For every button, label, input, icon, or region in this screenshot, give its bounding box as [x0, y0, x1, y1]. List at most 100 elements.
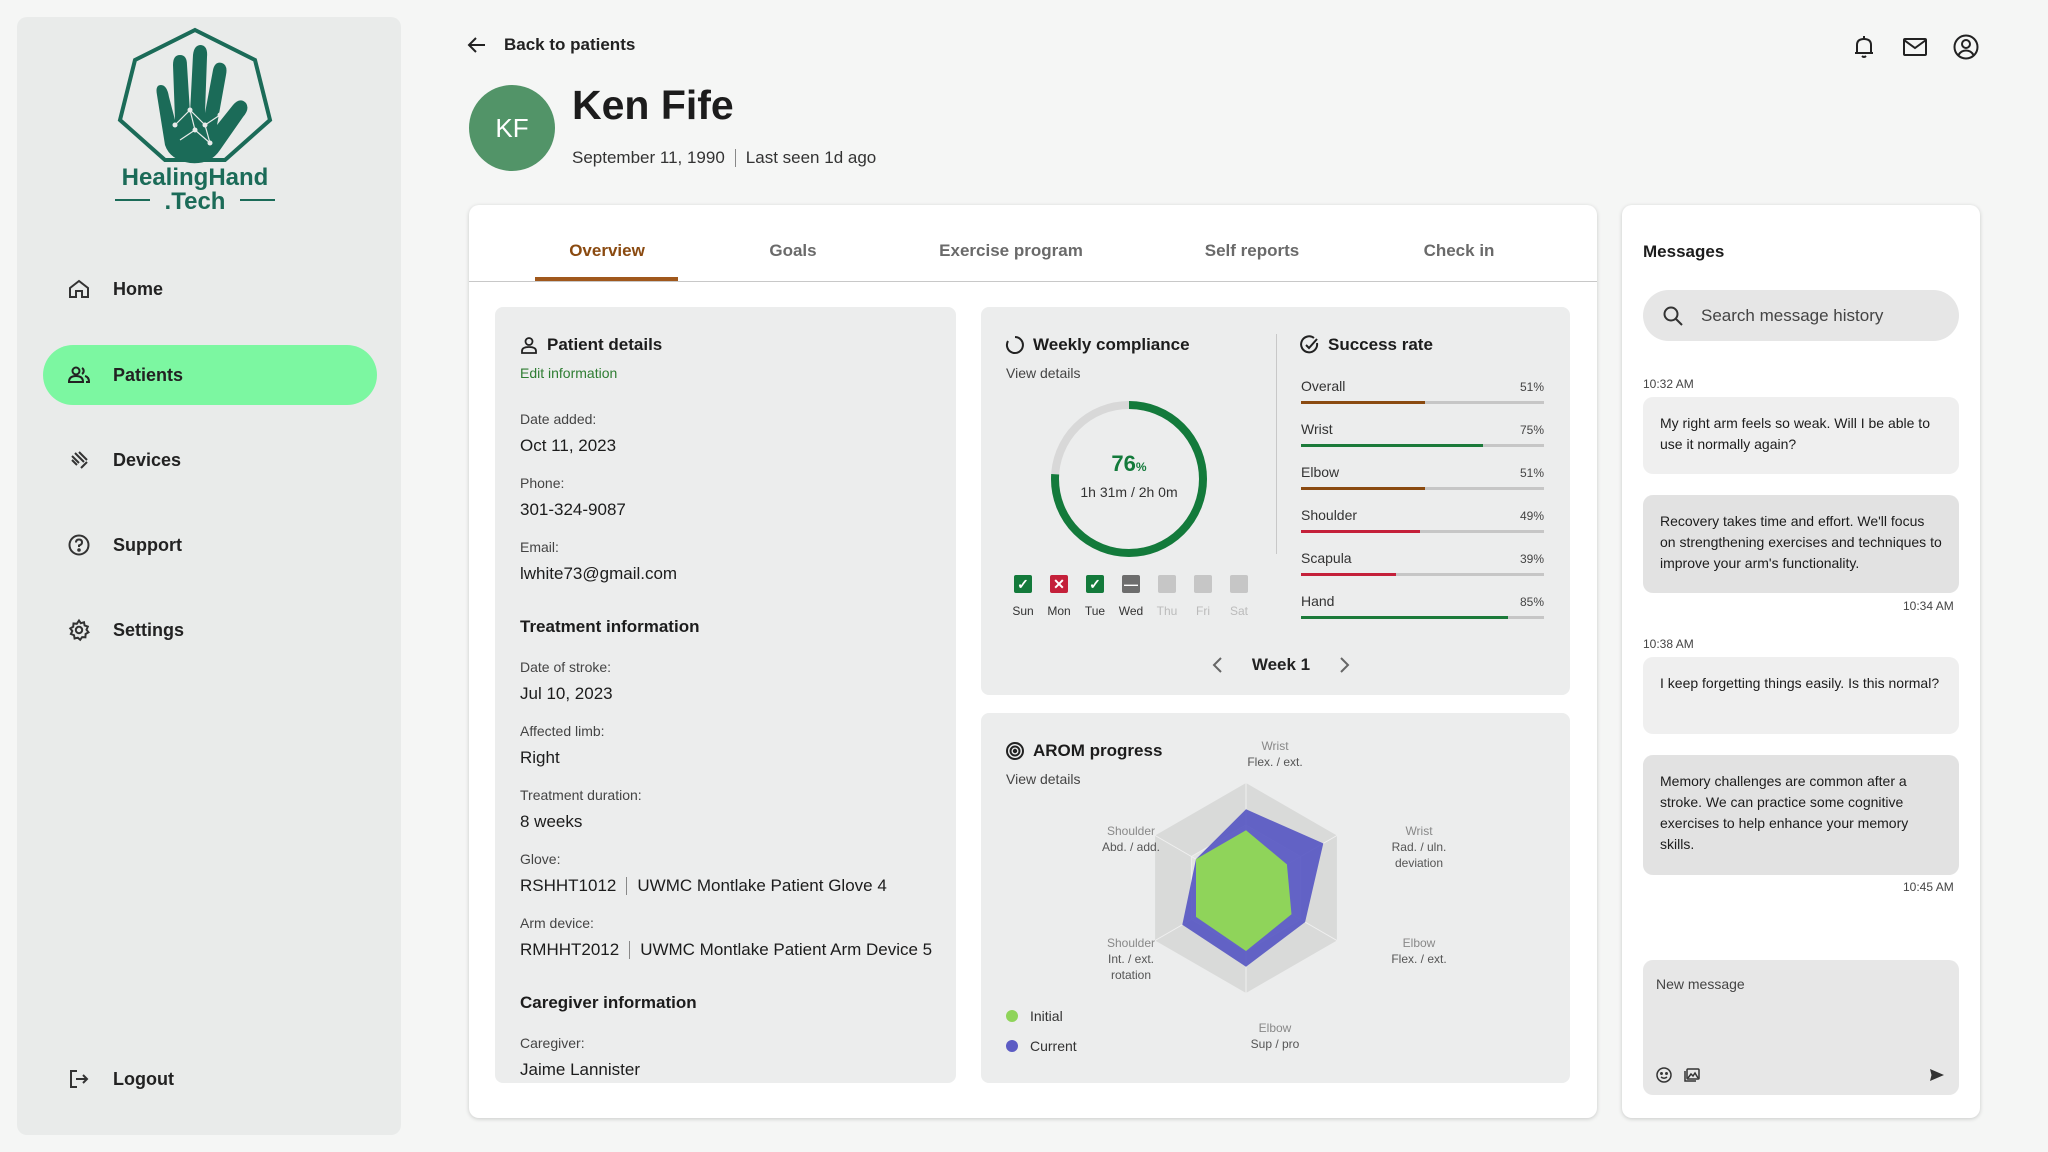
compliance-percent: 76%	[1049, 451, 1209, 477]
success-rate-percent: 51%	[1519, 466, 1544, 480]
healinghand-logo[interactable]: HealingHand .Tech	[95, 25, 295, 215]
search-icon	[1661, 304, 1685, 328]
top-actions	[1850, 33, 1980, 61]
message-bubble-outgoing: Recovery takes time and effort. We'll fo…	[1643, 495, 1959, 593]
legend-initial: Initial	[1006, 1008, 1063, 1024]
tab-self-reports[interactable]: Self reports	[1204, 241, 1300, 260]
stroke-date-value: Jul 10, 2023	[520, 684, 613, 703]
axis-name: Abd. / add.	[1101, 840, 1161, 854]
day-label: Sun	[1012, 604, 1034, 618]
divider	[629, 941, 631, 959]
weekly-compliance-title: Weekly compliance	[1005, 335, 1190, 355]
target-icon	[1005, 741, 1025, 761]
new-message-input[interactable]	[1643, 960, 1959, 1095]
patient-avatar: KF	[469, 85, 555, 171]
axis-group: Elbow	[1402, 936, 1436, 950]
day-status-future	[1230, 575, 1248, 593]
success-rate-name: Hand	[1301, 593, 1335, 609]
divider	[1276, 334, 1277, 554]
arom-radar-chart	[1154, 783, 1338, 993]
week-label: Week 1	[1251, 655, 1311, 674]
mail-icon[interactable]	[1901, 33, 1929, 61]
arom-progress-panel: AROM progress View details Wrist Flex. / …	[981, 713, 1570, 1083]
success-rate-bar	[1301, 487, 1425, 490]
sidebar-item-support[interactable]: Support	[43, 515, 377, 575]
compliance-arc	[1051, 401, 1207, 557]
success-rate-name: Shoulder	[1301, 507, 1358, 523]
arrow-left-icon	[466, 34, 488, 56]
glove-value: RSHHT1012 UWMC Montlake Patient Glove 4	[520, 876, 887, 896]
chevron-left-icon[interactable]	[1207, 654, 1229, 676]
affected-limb-value: Right	[520, 748, 560, 767]
success-rate-track	[1301, 616, 1544, 619]
arm-device-label: Arm device:	[520, 915, 594, 931]
image-icon[interactable]	[1683, 1066, 1701, 1084]
help-icon	[67, 533, 91, 557]
arm-device-name: UWMC Montlake Patient Arm Device 5	[640, 940, 933, 959]
weekly-compliance-label: Weekly compliance	[1033, 335, 1190, 354]
sidebar-item-patients[interactable]: Patients	[43, 345, 377, 405]
legend-current: Current	[1006, 1038, 1077, 1054]
affected-limb-label: Affected limb:	[520, 723, 605, 739]
success-rate-percent: 49%	[1519, 509, 1544, 523]
sidebar-item-home[interactable]: Home	[43, 259, 377, 319]
sidebar-item-settings[interactable]: Settings	[43, 600, 377, 660]
day-status-future	[1194, 575, 1212, 593]
message-search-input[interactable]: Search message history	[1643, 290, 1959, 341]
stroke-date-label: Date of stroke:	[520, 659, 612, 675]
account-icon[interactable]	[1952, 33, 1980, 61]
axis-group: Elbow	[1258, 1021, 1292, 1035]
axis-label-shoulder-rotation: Shoulder Int. / ext. rotation	[1101, 935, 1161, 983]
divider	[626, 877, 628, 895]
arom-view-details-link[interactable]: View details	[1006, 771, 1081, 787]
day-label: Wed	[1118, 604, 1144, 618]
compliance-view-details-link[interactable]: View details	[1006, 365, 1081, 381]
send-icon[interactable]	[1928, 1066, 1946, 1084]
treatment-duration-label: Treatment duration:	[520, 787, 642, 803]
patient-details-panel: Patient details Edit information Date ad…	[495, 307, 956, 1083]
success-rate-name: Overall	[1301, 378, 1346, 394]
day-label: Sat	[1229, 604, 1248, 618]
patient-details-title: Patient details	[519, 335, 662, 355]
glove-id: RSHHT1012	[520, 876, 617, 895]
sidebar-item-label: Settings	[113, 619, 185, 640]
tab-goals[interactable]: Goals	[769, 241, 817, 260]
tab-exercise-program[interactable]: Exercise program	[939, 241, 1083, 260]
home-icon	[67, 277, 91, 301]
caregiver-information-title: Caregiver information	[520, 993, 697, 1012]
sidebar-item-label: Patients	[113, 364, 184, 385]
gear-icon	[67, 618, 91, 642]
arm-device-id: RMHHT2012	[520, 940, 620, 959]
brand-line2: .Tech	[165, 188, 226, 215]
sidebar-item-label: Devices	[113, 449, 182, 470]
caregiver-label: Caregiver:	[520, 1035, 585, 1051]
back-to-patients-link[interactable]: Back to patients	[466, 34, 635, 56]
weekly-compliance-panel: Weekly compliance View details 76% 1h 31…	[981, 307, 1570, 695]
logout-label: Logout	[113, 1068, 174, 1089]
sidebar-item-devices[interactable]: Devices	[43, 430, 377, 490]
legend-swatch	[1006, 1010, 1018, 1022]
emoji-icon[interactable]	[1655, 1066, 1673, 1084]
edit-information-link[interactable]: Edit information	[520, 365, 618, 381]
message-time: 10:45 AM	[1903, 880, 1954, 894]
email-value: lwhite73@gmail.com	[520, 564, 678, 583]
logout-button[interactable]: Logout	[43, 1049, 377, 1109]
arom-progress-title: AROM progress	[1005, 741, 1162, 761]
day-label: Mon	[1047, 604, 1071, 618]
sidebar-item-label: Support	[113, 534, 182, 555]
divider	[734, 149, 736, 167]
treatment-duration-value: 8 weeks	[520, 812, 583, 831]
success-rate-label: Success rate	[1328, 335, 1433, 354]
tab-overview[interactable]: Overview	[569, 241, 645, 260]
day-status-done: ✓	[1086, 575, 1104, 593]
treatment-information-title: Treatment information	[520, 617, 700, 636]
email-label: Email:	[520, 539, 559, 555]
tab-bar: Overview Goals Exercise program Self rep…	[469, 205, 1597, 282]
chevron-right-icon[interactable]	[1333, 654, 1355, 676]
percent-sign: %	[1135, 460, 1147, 474]
bell-icon[interactable]	[1850, 33, 1878, 61]
axis-name: Flex. / ext.	[1391, 952, 1447, 966]
messages-title: Messages	[1643, 242, 1725, 261]
tab-check-in[interactable]: Check in	[1423, 241, 1495, 260]
device-icon	[67, 448, 91, 472]
